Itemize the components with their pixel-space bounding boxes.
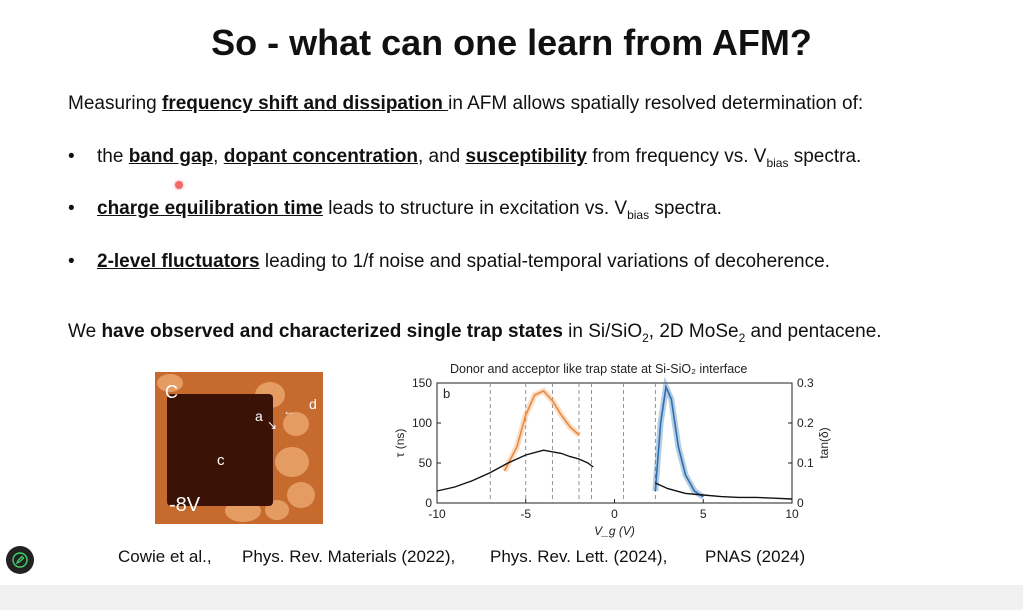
tau-series-line-right <box>655 482 793 500</box>
image-label-a: a <box>255 408 263 424</box>
afm-image: C c a d ← ↘ -8V <box>155 372 323 524</box>
bullet-band-gap: • the band gap, dopant concentration, and… <box>68 146 862 170</box>
slide-title: So - what can one learn from AFM? <box>211 22 812 63</box>
ref-prl: Phys. Rev. Lett. (2024), <box>490 547 668 566</box>
y2-axis-label: tan(δ) <box>817 427 831 458</box>
ref-authors: Cowie et al., <box>118 547 212 566</box>
annotate-button[interactable] <box>6 546 34 574</box>
bottom-bar <box>0 585 1023 610</box>
pencil-icon <box>12 552 28 568</box>
bullet-charge-equilibration: • charge equilibration time leads to stru… <box>68 198 722 222</box>
arrow-icon: ← <box>283 404 295 418</box>
y-axis-label: τ (ns) <box>393 429 407 458</box>
acceptor-series-line <box>654 384 704 498</box>
x-tick-label: 5 <box>700 507 707 521</box>
image-label-d: d <box>309 396 317 412</box>
image-label-c: c <box>217 452 225 469</box>
chart-title: Donor and acceptor like trap state at Si… <box>450 362 748 376</box>
laser-pointer-dot <box>175 181 183 189</box>
y-tick-label: 0 <box>425 496 432 510</box>
y2-tick-label: 0.2 <box>797 416 814 430</box>
tau-series-line <box>436 449 594 492</box>
y-tick-label: 100 <box>412 416 432 430</box>
image-label-voltage: -8V <box>169 494 201 516</box>
x-tick-label: -10 <box>428 507 446 521</box>
ref-prm: Phys. Rev. Materials (2022), <box>242 547 456 566</box>
observed-line: We have observed and characterized singl… <box>68 321 882 345</box>
acceptor-band <box>652 376 705 500</box>
y-tick-label: 150 <box>412 376 432 390</box>
intro-line: Measuring frequency shift and dissipatio… <box>68 93 864 114</box>
x-axis-label: V_g (V) <box>594 524 635 538</box>
x-tick-label: 10 <box>785 507 799 521</box>
y2-tick-label: 0.3 <box>797 376 814 390</box>
image-label-c-top: C <box>165 382 178 402</box>
panel-label: b <box>443 386 450 401</box>
arrow-icon: ↘ <box>267 418 278 432</box>
x-tick-label: -5 <box>520 507 531 521</box>
y2-tick-label: 0.1 <box>797 456 814 470</box>
bullet-2-level-fluctuators: • 2-level fluctuators leading to 1/f nois… <box>68 251 830 272</box>
y2-tick-label: 0 <box>797 496 804 510</box>
x-tick-label: 0 <box>611 507 618 521</box>
ref-pnas: PNAS (2024) <box>705 547 806 566</box>
trap-region <box>167 394 273 506</box>
donor-series-line <box>503 390 580 472</box>
y-tick-label: 50 <box>419 456 433 470</box>
slide: So - what can one learn from AFM? Measur… <box>68 22 882 566</box>
